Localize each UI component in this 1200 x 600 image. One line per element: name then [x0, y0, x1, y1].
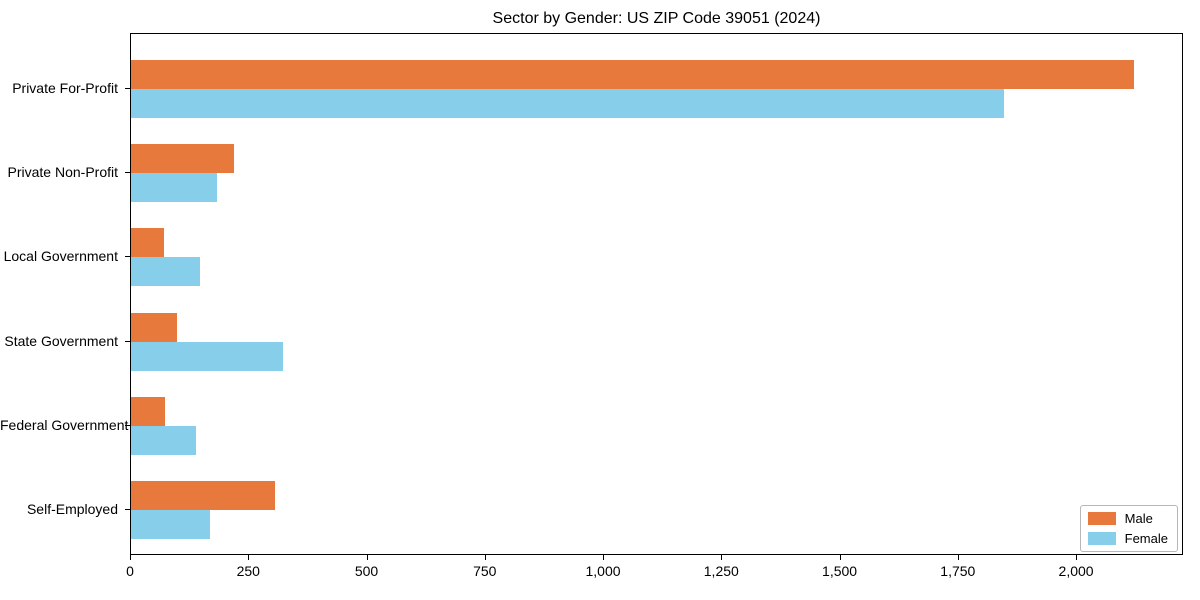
y-tick-mark: [125, 88, 130, 89]
bar-male-state-government: [131, 312, 177, 342]
x-tick-label: 750: [473, 563, 497, 579]
y-tick-mark: [125, 424, 130, 426]
x-tick-mark: [721, 555, 723, 560]
x-tick-mark: [130, 555, 131, 560]
x-tick-label: 1,750: [940, 563, 976, 579]
x-tick-label: 1,500: [822, 563, 858, 579]
female-swatch: [1087, 532, 1116, 545]
bar-female-state-government: [131, 341, 283, 371]
x-tick-mark: [839, 555, 841, 560]
legend-item-male: Male: [1087, 511, 1168, 526]
bar-female-local-government: [131, 257, 200, 287]
legend: Male Female: [1079, 505, 1178, 552]
bar-female-self-employed: [131, 510, 210, 539]
plot-area: Male Female: [130, 33, 1183, 555]
bar-female-federal-government: [131, 425, 197, 455]
x-tick-label: 0: [126, 563, 134, 579]
bar-male-local-government: [131, 228, 165, 258]
male-swatch: [1087, 512, 1116, 525]
x-tick-mark: [603, 555, 605, 560]
y-tick-label: Private For-Profit: [12, 80, 118, 96]
x-tick-mark: [1076, 555, 1078, 560]
legend-label-male: Male: [1124, 511, 1153, 526]
x-tick-label: 500: [354, 563, 379, 579]
bar-male-federal-government: [131, 396, 165, 426]
x-tick-label: 250: [236, 563, 260, 579]
y-tick-label: State Government: [4, 332, 118, 349]
chart-title: Sector by Gender: US ZIP Code 39051 (202…: [492, 10, 821, 27]
x-tick-label: 1,000: [585, 563, 621, 579]
legend-label-female: Female: [1124, 531, 1168, 546]
x-tick-label: 2,000: [1058, 563, 1094, 579]
x-tick-mark: [366, 555, 368, 560]
bar-male-private-for-profit: [131, 60, 1134, 89]
bar-female-private-non-profit: [131, 173, 217, 203]
x-tick-label: 1,250: [703, 563, 739, 579]
bar-male-private-non-profit: [131, 144, 234, 174]
y-tick-mark: [125, 340, 130, 342]
y-tick-label: Self-Employed: [26, 501, 118, 517]
legend-item-female: Female: [1087, 531, 1168, 546]
x-tick-mark: [484, 555, 486, 560]
bar-male-self-employed: [131, 481, 275, 510]
y-tick-mark: [125, 509, 130, 510]
y-tick-mark: [125, 256, 130, 258]
x-tick-mark: [957, 555, 959, 560]
bar-female-private-for-profit: [131, 89, 1004, 118]
y-tick-mark: [125, 172, 130, 174]
y-tick-label: Federal Government: [0, 416, 129, 433]
x-tick-mark: [248, 555, 250, 560]
y-tick-label: Local Government: [3, 248, 118, 265]
y-tick-label: Private Non-Profit: [7, 164, 118, 181]
